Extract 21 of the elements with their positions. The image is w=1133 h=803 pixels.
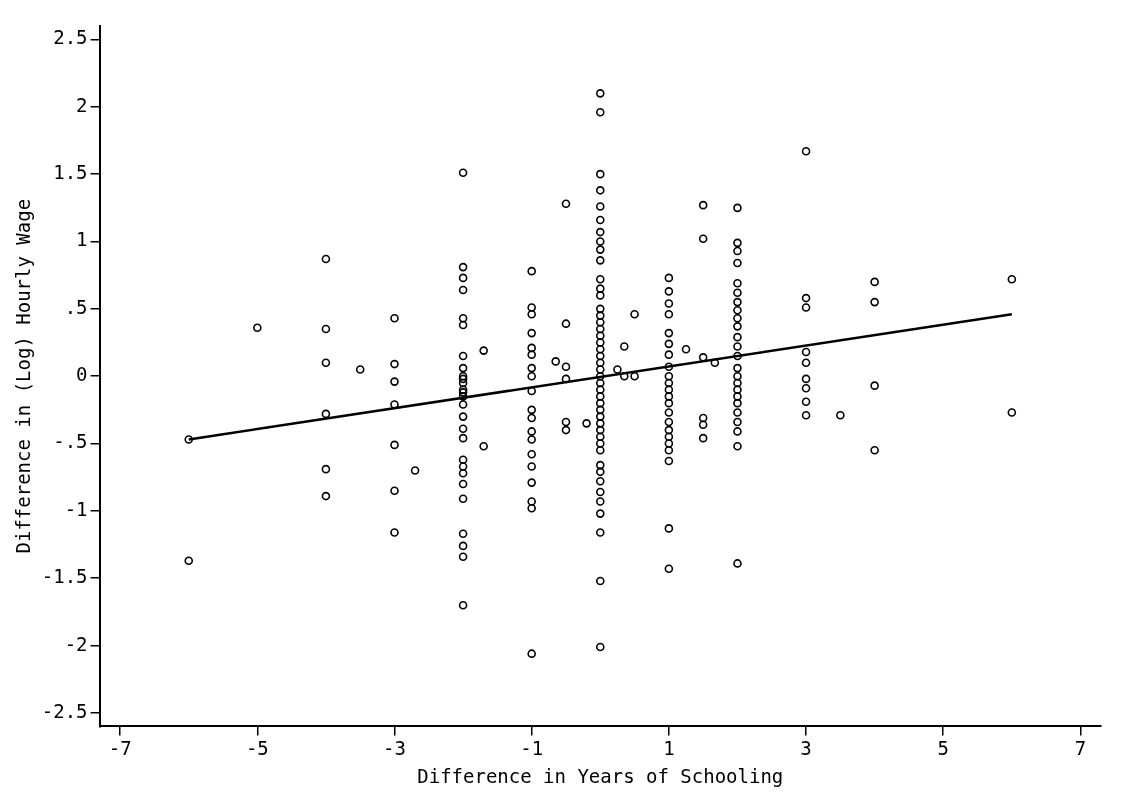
x-tick-label: -3 [383, 736, 406, 759]
x-tick-label: 7 [1074, 736, 1087, 759]
y-tick-label: -2.5 [41, 699, 88, 722]
y-tick-label: 1.5 [53, 161, 88, 184]
x-tick-label: -7 [108, 736, 132, 759]
y-axis-title: Difference in (Log) Hourly Wage [12, 198, 35, 554]
x-axis-title: Difference in Years of Schooling [417, 764, 784, 787]
x-tick-label: 5 [937, 736, 949, 759]
x-tick-label: 1 [663, 736, 675, 759]
y-tick-label: 2 [76, 93, 88, 116]
y-tick-label: -.5 [53, 430, 88, 453]
y-tick-label: 1 [76, 228, 88, 251]
y-tick-label: 2.5 [53, 26, 88, 49]
x-tick-label: -5 [245, 736, 269, 759]
y-tick-label: -1.5 [41, 565, 88, 588]
x-tick-label: -1 [520, 736, 544, 759]
y-tick-label: 0 [76, 363, 88, 386]
y-tick-label: .5 [64, 295, 88, 318]
y-tick-label: -1 [64, 497, 88, 520]
y-tick-label: -2 [64, 632, 88, 655]
x-tick-label: 3 [800, 736, 812, 759]
